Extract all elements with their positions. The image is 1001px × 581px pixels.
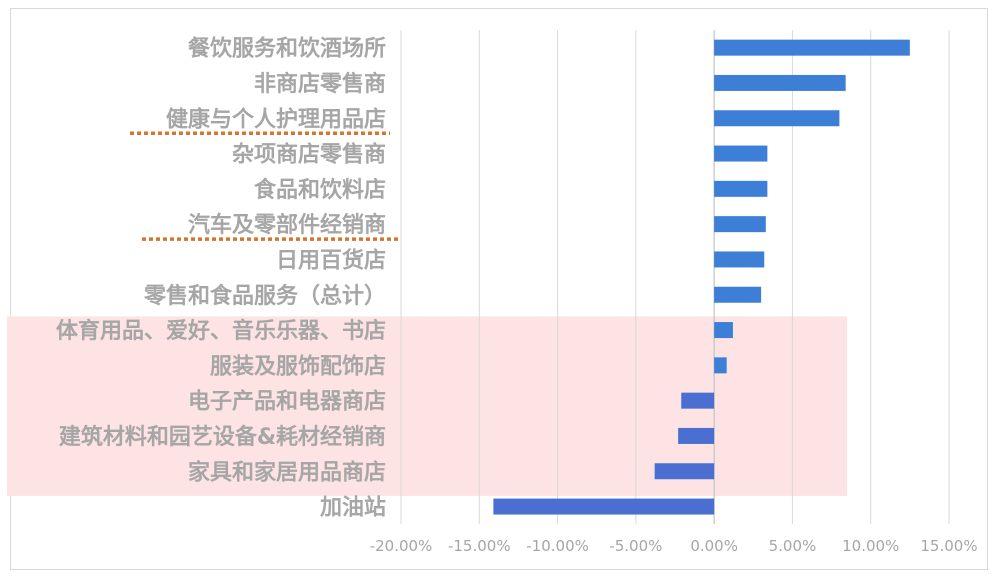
bar <box>714 286 762 303</box>
bar <box>714 180 768 197</box>
category-label: 餐饮服务和饮酒场所 <box>188 37 386 62</box>
category-label: 日用百货店 <box>276 247 386 273</box>
bar <box>681 392 715 409</box>
label-layer: 餐饮服务和饮酒场所非商店零售商健康与个人护理用品店杂项商店零售商食品和饮料店汽车… <box>56 37 398 521</box>
x-tick-label: -10.00% <box>526 537 589 555</box>
category-label: 食品和饮料店 <box>254 177 386 203</box>
x-tick-label: 10.00% <box>842 537 899 555</box>
chart-frame <box>10 8 988 570</box>
category-label: 非商店零售商 <box>254 71 386 97</box>
x-tick-label: -15.00% <box>448 537 511 555</box>
bar <box>678 427 715 444</box>
category-label: 建筑材料和园艺设备&耗材经销商 <box>59 424 386 450</box>
bar <box>714 216 766 233</box>
bar <box>714 74 846 91</box>
bar-layer <box>493 39 910 515</box>
category-label: 电子产品和电器商店 <box>188 389 386 415</box>
x-tick-label: 15.00% <box>920 537 977 555</box>
x-tick-label: -5.00% <box>609 537 662 555</box>
x-tick-label: -20.00% <box>370 537 433 555</box>
bar <box>714 357 727 374</box>
category-label: 家具和家居用品商店 <box>188 459 386 485</box>
tick-layer: -20.00% -15.00% -10.00% -5.00% 0.00% 5.00% 10.… <box>370 537 978 555</box>
bar <box>714 110 840 127</box>
category-label: 杂项商店零售商 <box>232 142 386 168</box>
category-label: 零售和食品服务（总计） <box>143 283 386 309</box>
bar <box>714 322 733 339</box>
bar <box>714 39 910 56</box>
x-tick-label: 5.00% <box>769 537 817 555</box>
category-label: 健康与个人护理用品店 <box>166 106 386 132</box>
x-tick-label: 0.00% <box>690 537 738 555</box>
bar <box>714 145 768 162</box>
category-label: 加油站 <box>319 496 386 521</box>
bar <box>493 498 715 515</box>
bar <box>654 463 715 480</box>
category-label: 汽车及零部件经销商 <box>188 212 386 238</box>
category-label: 体育用品、爱好、音乐乐器、书店 <box>56 318 386 344</box>
bar <box>714 251 765 268</box>
category-label: 服装及服饰配饰店 <box>210 353 386 379</box>
